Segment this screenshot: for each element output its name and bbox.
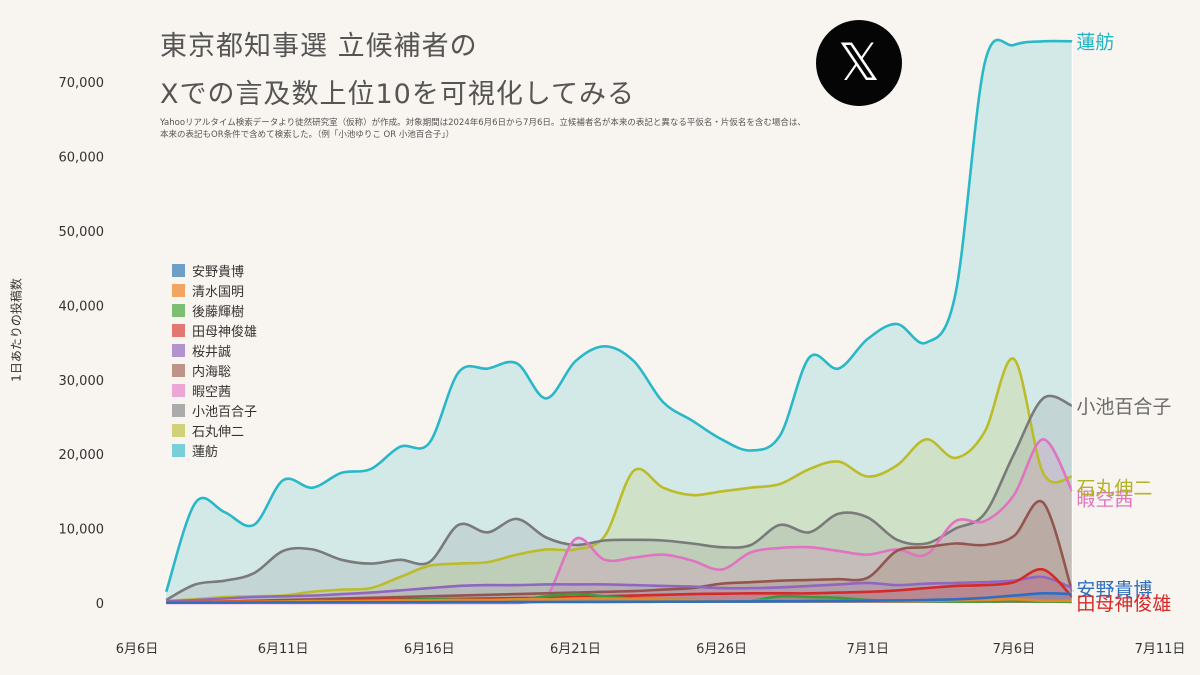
- x-tick-label: 6月21日: [550, 642, 601, 657]
- legend-swatch: [172, 403, 185, 417]
- chart-title-line1: 東京都知事選 立候補者の: [160, 31, 478, 62]
- legend-swatch: [172, 383, 185, 397]
- legend-swatch: [172, 323, 185, 337]
- legend-swatch: [172, 443, 185, 457]
- legend: 安野貴博清水国明後藤輝樹田母神俊雄桜井誠内海聡暇空茜小池百合子石丸伸二蓮舫: [172, 260, 257, 460]
- legend-swatch: [172, 303, 185, 317]
- legend-item: 蓮舫: [172, 440, 257, 460]
- series-line: [164, 38, 1073, 593]
- series-area: [166, 569, 1073, 603]
- x-tick-label: 6月6日: [116, 642, 159, 657]
- x-tick-label: 6月16日: [404, 642, 455, 657]
- y-axis-ticks: 0 10,000 20,000 30,000 40,000 50,000 60,000 70,…: [59, 76, 105, 612]
- y-tick-label: 20,000: [59, 448, 105, 463]
- legend-label: 清水国明: [192, 284, 245, 300]
- legend-item: 後藤輝樹: [172, 300, 257, 320]
- x-axis-ticks: 6月6日 6月11日 6月16日 6月21日 6月26日 7月1日 7月6日 7月11日: [116, 642, 1186, 657]
- y-tick-label: 50,000: [59, 225, 105, 240]
- x-tick-label: 7月1日: [846, 642, 889, 657]
- y-axis-label: 1日あたりの投稿数: [9, 278, 24, 382]
- x-tick-label: 6月11日: [258, 642, 309, 657]
- legend-swatch: [172, 423, 185, 437]
- x-logo-icon: 𝕏: [816, 20, 902, 106]
- legend-swatch: [172, 363, 185, 377]
- series-end-label: 安野貴博: [1076, 579, 1152, 601]
- legend-label: 桜井誠: [192, 344, 232, 360]
- legend-label: 田母神俊雄: [192, 324, 258, 340]
- y-tick-label: 0: [96, 597, 104, 612]
- legend-item: 内海聡: [172, 360, 257, 380]
- legend-swatch: [172, 283, 185, 297]
- legend-swatch: [172, 263, 185, 277]
- y-tick-label: 40,000: [59, 299, 105, 314]
- x-tick-label: 6月26日: [696, 642, 747, 657]
- legend-item: 桜井誠: [172, 340, 257, 360]
- series-line: [166, 357, 1073, 603]
- legend-label: 蓮舫: [192, 444, 219, 460]
- x-tick-label: 7月11日: [1135, 642, 1186, 657]
- series-end-label: 小池百合子: [1076, 396, 1171, 418]
- series-lines: [164, 38, 1074, 605]
- legend-item: 安野貴博: [172, 260, 257, 280]
- legend-item: 小池百合子: [172, 400, 257, 420]
- series-line: [166, 591, 1073, 604]
- legend-label: 安野貴博: [192, 264, 245, 280]
- series-line: [166, 499, 1074, 604]
- series-end-label: 蓮舫: [1076, 31, 1114, 53]
- legend-item: 清水国明: [172, 280, 257, 300]
- series-end-label: 田母神俊雄: [1076, 593, 1171, 615]
- series-area: [166, 358, 1073, 603]
- series-area: [166, 39, 1073, 604]
- legend-label: 後藤輝樹: [192, 304, 245, 320]
- legend-label: 暇空茜: [192, 384, 232, 400]
- y-tick-label: 70,000: [59, 76, 105, 91]
- series-line: [165, 394, 1073, 602]
- legend-label: 小池百合子: [192, 404, 258, 420]
- y-tick-label: 10,000: [59, 523, 105, 538]
- series-end-label: 暇空茜: [1076, 488, 1133, 510]
- series-end-label: 石丸伸二: [1076, 478, 1152, 500]
- chart-source-note: Yahooリアルタイム検索データより徒然研究室（仮称）が作成。対象期間は2024…: [160, 118, 806, 141]
- legend-item: 石丸伸二: [172, 420, 257, 440]
- legend-label: 内海聡: [192, 364, 232, 380]
- x-tick-label: 7月6日: [993, 642, 1036, 657]
- x-logo-glyph: 𝕏: [838, 33, 880, 93]
- legend-item: 暇空茜: [172, 380, 257, 400]
- series-area: [166, 501, 1073, 603]
- legend-item: 田母神俊雄: [172, 320, 257, 340]
- y-tick-label: 60,000: [59, 151, 105, 166]
- legend-label: 石丸伸二: [192, 424, 245, 440]
- y-tick-label: 30,000: [59, 374, 105, 389]
- legend-swatch: [172, 343, 185, 357]
- series-line: [166, 575, 1073, 603]
- series-area: [166, 439, 1073, 603]
- chart-title-line2: Xでの言及数上位10を可視化してみる: [160, 79, 636, 110]
